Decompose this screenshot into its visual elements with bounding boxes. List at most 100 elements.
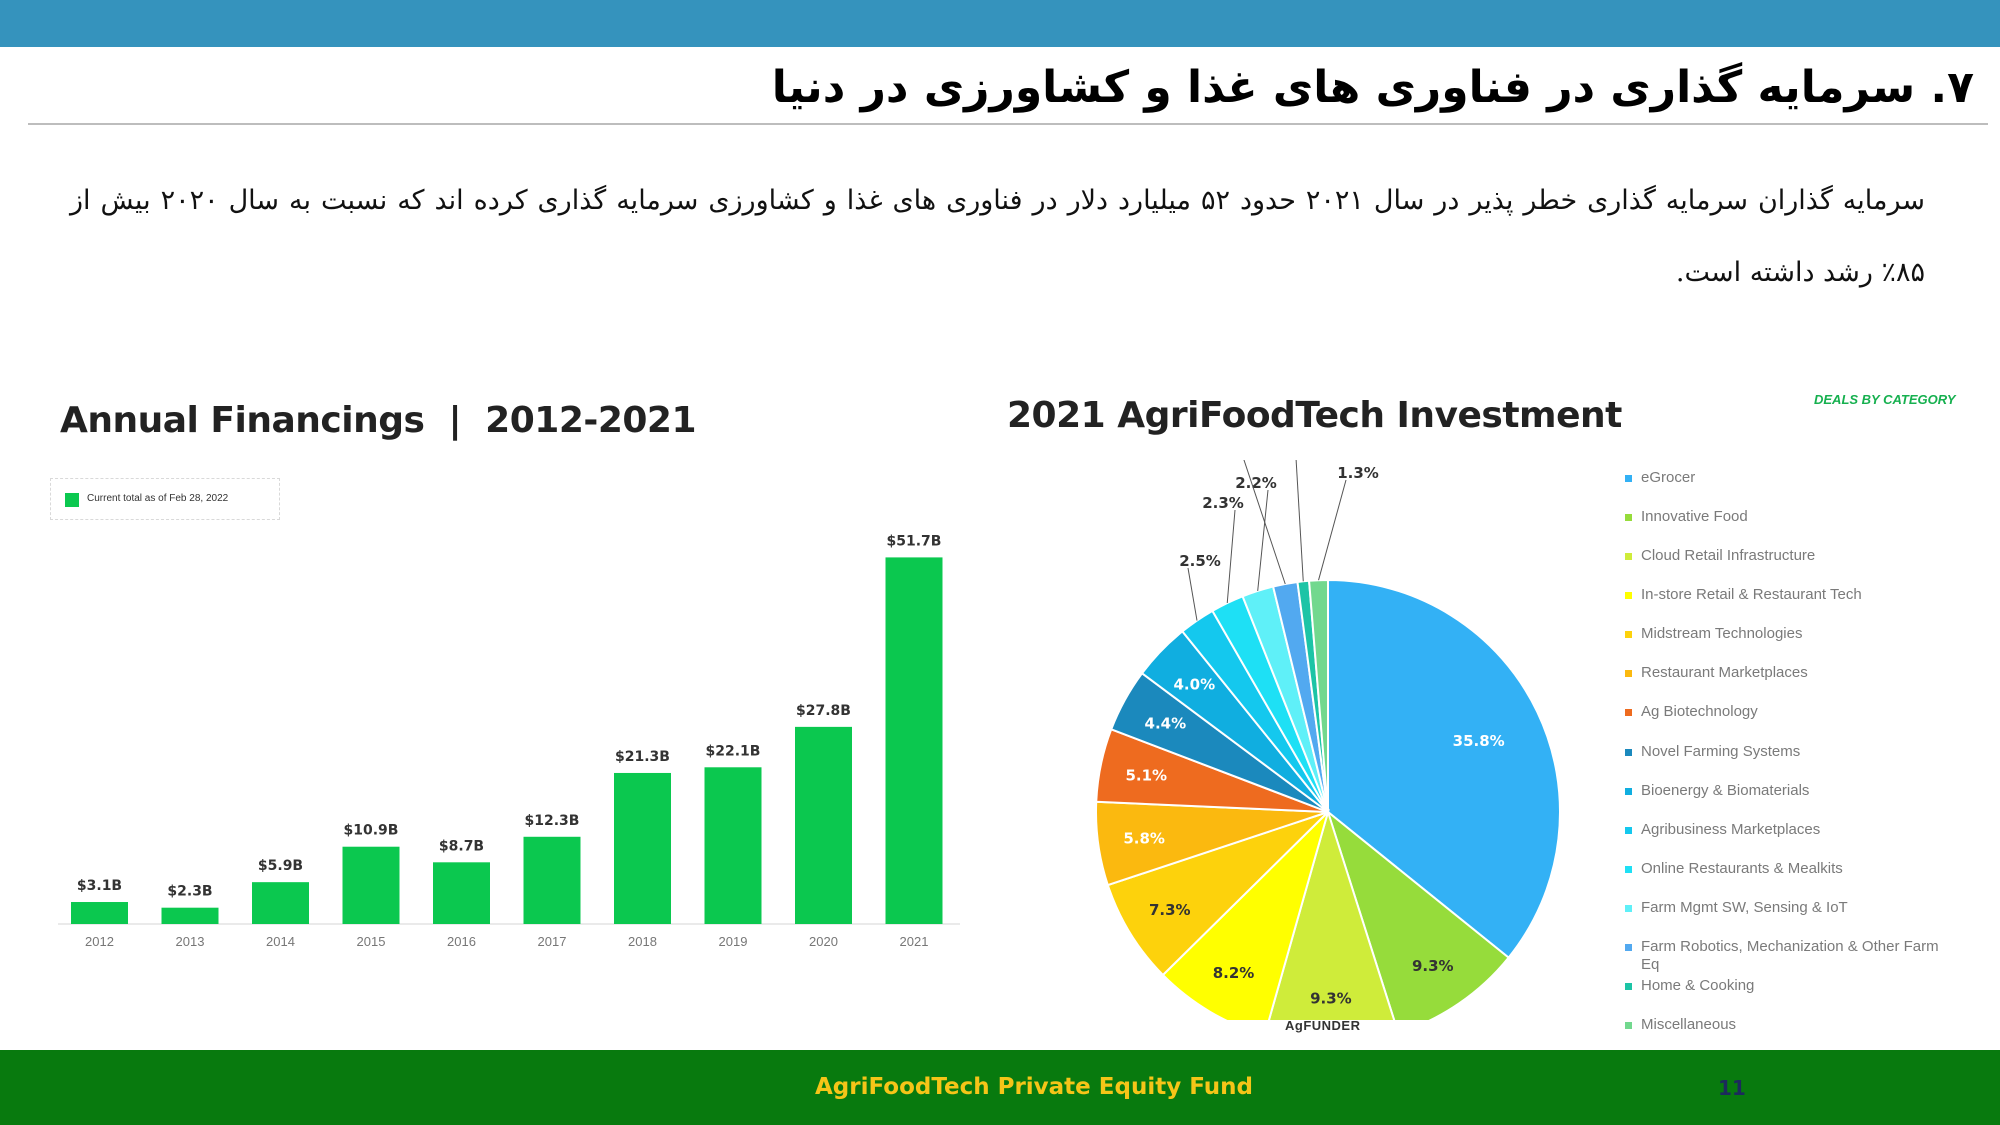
x-tick-label: 2019 bbox=[719, 934, 748, 949]
bar-data-label: $3.1B bbox=[77, 878, 122, 894]
bar-2016 bbox=[433, 862, 490, 924]
pie-leader-line bbox=[1226, 509, 1236, 604]
bar-2021 bbox=[885, 557, 943, 924]
pie-legend-item: eGrocer bbox=[1625, 469, 1955, 487]
bar-2014 bbox=[252, 882, 309, 924]
pie-slice bbox=[1267, 808, 1396, 1020]
bar-data-label: $27.8B bbox=[796, 703, 851, 719]
bar-2020 bbox=[795, 726, 852, 924]
pie-data-label: 9.3% bbox=[1412, 957, 1454, 975]
slide-title: ۷. سرمایه گذاری در فناوری های غذا و کشاو… bbox=[771, 62, 1974, 113]
x-tick-label: 2016 bbox=[447, 934, 476, 949]
pie-data-label: 8.2% bbox=[1213, 964, 1255, 982]
bar-2015 bbox=[342, 846, 400, 924]
legend-item-label: Home & Cooking bbox=[1641, 977, 1755, 994]
footer-bar bbox=[0, 1050, 2000, 1125]
pie-data-label: 2.3% bbox=[1202, 494, 1244, 512]
pie-slice bbox=[1106, 811, 1329, 977]
bar-data-label: $8.7B bbox=[439, 838, 484, 854]
legend-color-dot bbox=[1625, 631, 1632, 638]
pie-data-label: 5.1% bbox=[1125, 766, 1167, 784]
pie-data-label: 4.4% bbox=[1145, 715, 1187, 733]
bar-data-label: $12.3B bbox=[525, 813, 580, 829]
legend-swatch bbox=[65, 493, 79, 507]
legend-color-dot bbox=[1625, 788, 1632, 795]
pie-data-label: 35.8% bbox=[1453, 732, 1505, 750]
bar-chart-legend: Current total as of Feb 28, 2022 bbox=[50, 478, 280, 520]
bar-2013 bbox=[161, 907, 219, 924]
top-accent-bar bbox=[0, 0, 2000, 47]
pie-legend-item: Ag Biotechnology bbox=[1625, 703, 1955, 721]
legend-item-label: In-store Retail & Restaurant Tech bbox=[1641, 586, 1862, 603]
legend-item-label: Cloud Retail Infrastructure bbox=[1641, 547, 1816, 564]
pie-legend-item: Farm Robotics, Mechanization & Other Far… bbox=[1625, 938, 1955, 974]
pie-leader-line bbox=[1243, 460, 1286, 585]
pie-data-label: 9.3% bbox=[1310, 990, 1352, 1008]
pie-chart-title: 2021 AgriFoodTech Investment bbox=[1007, 395, 1622, 436]
legend-color-dot bbox=[1625, 475, 1632, 482]
bar-data-label: $10.9B bbox=[344, 823, 399, 839]
pie-legend-item: Home & Cooking bbox=[1625, 977, 1955, 995]
bar-data-label: $21.3B bbox=[615, 749, 670, 765]
pie-leader-line bbox=[1295, 460, 1304, 582]
pie-legend-item: Restaurant Marketplaces bbox=[1625, 664, 1955, 682]
legend-item-label: Bioenergy & Biomaterials bbox=[1641, 782, 1810, 799]
legend-color-dot bbox=[1625, 709, 1632, 716]
x-tick-label: 2015 bbox=[357, 934, 386, 949]
x-tick-label: 2021 bbox=[900, 934, 929, 949]
legend-item-label: Novel Farming Systems bbox=[1641, 743, 1801, 760]
pie-legend-item: Novel Farming Systems bbox=[1625, 743, 1955, 761]
title-divider bbox=[28, 123, 1988, 125]
annual-financings-bar-chart: $3.1B 2012 $2.3B 2013 $5.9B 2014 $10.9B 2015 $8.… bbox=[58, 533, 960, 949]
legend-item-label: Miscellaneous bbox=[1641, 1016, 1737, 1033]
legend-item-label: Farm Robotics, Mechanization & Other Far… bbox=[1641, 938, 1939, 973]
legend-color-dot bbox=[1625, 944, 1632, 951]
pie-data-label: 2.2% bbox=[1235, 474, 1277, 492]
pie-legend-item: Cloud Retail Infrastructure bbox=[1625, 547, 1955, 565]
legend-item-label: Innovative Food bbox=[1641, 508, 1748, 525]
x-tick-label: 2014 bbox=[266, 934, 295, 949]
legend-item-label: Online Restaurants & Mealkits bbox=[1641, 860, 1843, 877]
legend-color-dot bbox=[1625, 866, 1632, 873]
pie-data-label: 7.3% bbox=[1149, 901, 1191, 919]
bar-2019 bbox=[704, 767, 762, 924]
pie-slice bbox=[1161, 808, 1330, 1020]
bar-2012 bbox=[71, 902, 128, 924]
pie-legend-item: Miscellaneous bbox=[1625, 1016, 1955, 1034]
legend-color-dot bbox=[1625, 553, 1632, 560]
footer-title: AgriFoodTech Private Equity Fund bbox=[815, 1074, 1253, 1100]
legend-item-label: Farm Mgmt SW, Sensing & IoT bbox=[1641, 899, 1848, 916]
agfunder-logo: AgFUNDER bbox=[1285, 1018, 1361, 1033]
x-tick-label: 2018 bbox=[628, 934, 657, 949]
legend-color-dot bbox=[1625, 905, 1632, 912]
x-tick-label: 2017 bbox=[538, 934, 567, 949]
legend-item-label: Midstream Technologies bbox=[1641, 625, 1803, 642]
x-tick-label: 2013 bbox=[176, 934, 205, 949]
legend-item-label: Restaurant Marketplaces bbox=[1641, 664, 1808, 681]
pie-legend-item: Midstream Technologies bbox=[1625, 625, 1955, 643]
bar-data-label: $2.3B bbox=[167, 884, 212, 900]
pie-data-label: 4.0% bbox=[1174, 675, 1216, 693]
slide-body-text: سرمایه گذاران سرمایه گذاری خطر پذیر در س… bbox=[70, 185, 1926, 288]
pie-data-label: 5.8% bbox=[1123, 830, 1165, 848]
pie-slice bbox=[1307, 578, 1329, 813]
legend-color-dot bbox=[1625, 827, 1632, 834]
x-tick-label: 2020 bbox=[809, 934, 838, 949]
deals-by-category-label: DEALS BY CATEGORY bbox=[1814, 392, 1956, 407]
pie-leader-line bbox=[1187, 567, 1198, 621]
legend-color-dot bbox=[1625, 983, 1632, 990]
pie-data-label: 2.5% bbox=[1179, 552, 1221, 570]
bar-2017 bbox=[523, 836, 581, 924]
legend-color-dot bbox=[1625, 670, 1632, 677]
bar-data-label: $51.7B bbox=[887, 533, 942, 549]
page-number: 11 bbox=[1718, 1076, 1746, 1100]
bar-chart-title: Annual Financings | 2012-2021 bbox=[60, 400, 697, 441]
pie-slice bbox=[1326, 809, 1511, 1020]
legend-color-dot bbox=[1625, 514, 1632, 521]
legend-item-label: Agribusiness Marketplaces bbox=[1641, 821, 1821, 838]
legend-color-dot bbox=[1625, 1022, 1632, 1029]
pie-data-label: 1.3% bbox=[1337, 464, 1379, 482]
legend-label: Current total as of Feb 28, 2022 bbox=[87, 493, 229, 504]
pie-leader-line bbox=[1257, 489, 1269, 591]
legend-color-dot bbox=[1625, 592, 1632, 599]
